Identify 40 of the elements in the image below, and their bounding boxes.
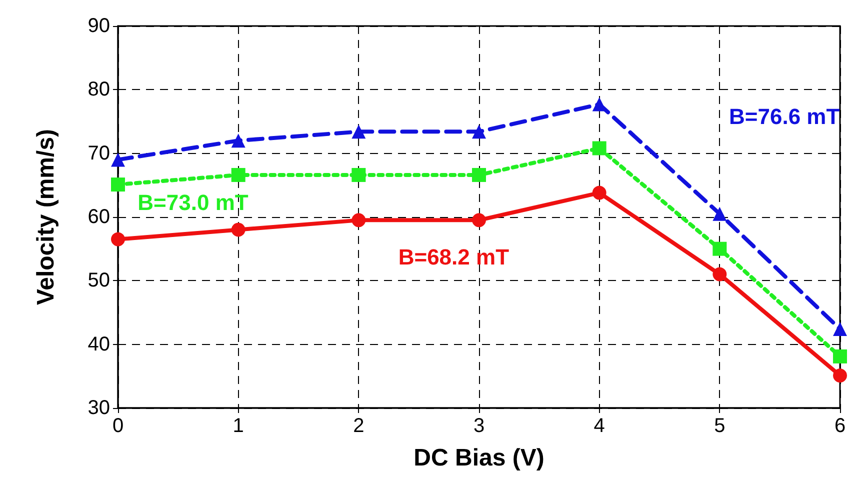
point [352,124,366,139]
point [712,242,727,256]
x-tick-label: 5 [714,415,726,437]
y-tick-label: 50 [88,270,110,292]
point [592,186,606,200]
point [472,124,486,139]
x-tick-label: 4 [594,415,605,437]
point [111,178,125,192]
point [472,168,486,182]
series-label: B=73.0 mT [138,190,249,216]
y-tick-label: 40 [88,333,110,356]
point [833,349,847,364]
x-tick-label: 6 [834,415,846,437]
y-tick-label: 90 [88,15,110,37]
x-tick-label: 1 [232,415,244,437]
point [352,168,366,182]
y-axis-title: Velocity (mm/s) [32,128,60,306]
series-label: B=68.2 mT [398,244,510,270]
point [111,152,125,167]
point [712,206,727,221]
point [833,322,847,336]
x-axis-title: DC Bias (V) [414,444,544,472]
point [592,97,606,112]
y-tick-label: 30 [88,397,110,419]
point [352,213,366,228]
y-tick-label: 60 [88,206,110,228]
text: B=76.6 mT [728,104,840,129]
point [592,141,606,156]
point [231,134,246,148]
point [833,368,847,383]
x-tick-label: 2 [353,415,364,437]
point [231,222,246,237]
point [712,267,727,282]
y-tick-label: 80 [88,78,110,101]
y-tick-label: 70 [88,142,110,164]
point [231,168,246,182]
point [111,232,125,246]
point [472,213,486,228]
x-tick-label: 0 [112,415,124,437]
x-tick-label: 3 [473,415,485,437]
